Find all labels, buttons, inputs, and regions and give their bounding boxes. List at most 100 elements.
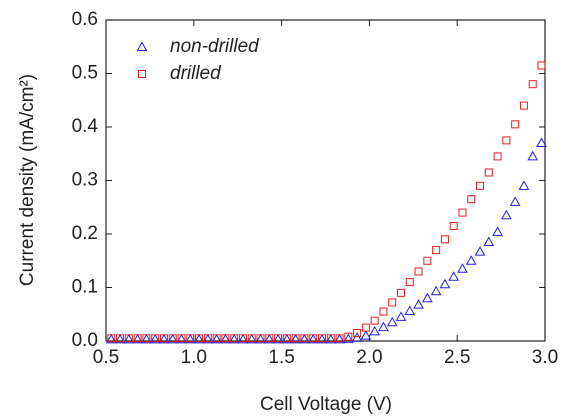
marker [281,333,293,344]
marker [195,334,204,343]
marker [141,333,152,344]
marker [230,334,239,343]
y-axis-label: Current density (mA/cm²) [17,74,38,286]
marker [211,333,222,344]
marker [203,334,212,343]
marker [263,333,275,344]
marker [123,333,135,344]
marker [255,333,266,344]
marker [335,334,344,343]
marker [168,334,177,343]
marker [221,334,230,343]
legend-label: non-drilled [170,36,260,57]
marker [282,334,291,343]
marker [133,334,142,343]
marker [274,334,283,343]
marker [316,333,328,344]
marker [184,333,196,344]
marker [351,332,363,342]
marker [449,221,458,230]
marker [527,150,539,161]
marker [193,333,205,344]
marker [388,298,397,307]
marker [519,101,528,110]
marker [212,334,221,343]
marker [467,195,476,204]
marker [369,325,381,336]
marker [228,333,240,344]
marker [300,334,309,343]
marker [309,334,318,343]
x-tick-label: 2.5 [444,347,470,368]
marker [502,136,511,145]
marker [361,323,370,332]
marker [492,226,503,236]
marker [511,120,520,129]
marker [448,271,460,281]
y-tick-label: 0.2 [72,223,98,244]
marker [457,263,468,273]
marker [132,333,143,344]
marker [395,311,407,321]
marker [493,152,502,161]
marker [405,278,414,287]
marker [397,288,406,297]
x-tick-label: 0.5 [93,347,119,368]
marker [379,307,388,316]
marker [246,333,258,344]
marker [465,255,477,265]
y-tick-label: 0.0 [72,330,98,351]
marker [474,246,486,256]
marker [476,181,485,190]
marker [342,333,354,343]
marker [537,61,546,70]
marker [483,236,495,247]
marker [353,328,362,337]
marker [484,168,493,177]
marker [378,321,389,332]
marker [404,305,416,316]
legend-marker [138,70,146,78]
marker [413,299,424,309]
marker [326,334,335,343]
marker [458,208,467,217]
y-tick-label: 0.5 [72,63,98,84]
marker [265,334,274,343]
marker [114,333,126,344]
y-tick-label: 0.4 [72,116,99,137]
marker [325,333,337,344]
marker [176,333,187,344]
marker [421,292,433,303]
legend-label: drilled [170,63,222,84]
marker [256,334,265,343]
marker [247,334,256,343]
marker [124,334,133,343]
marker [291,334,300,343]
marker [116,334,125,343]
marker [299,333,310,344]
marker [158,333,170,344]
marker [440,235,449,244]
marker [307,333,319,344]
x-axis-label: Cell Voltage (V) [260,394,392,415]
x-tick-label: 3.0 [532,347,558,368]
marker [220,333,231,344]
x-tick-label: 2.0 [356,347,382,368]
x-tick-label: 1.5 [268,347,294,368]
marker [414,267,423,276]
marker [290,333,302,344]
marker [177,334,186,343]
marker [430,285,442,296]
legend-marker [136,41,148,51]
marker [536,137,547,148]
marker [237,333,249,344]
marker [344,332,353,341]
marker [360,330,372,340]
x-tick-label: 1.0 [181,347,207,368]
marker [423,256,432,265]
y-tick-label: 0.6 [72,9,98,30]
marker [509,196,521,206]
y-tick-label: 0.1 [72,277,98,298]
marker [386,316,398,327]
